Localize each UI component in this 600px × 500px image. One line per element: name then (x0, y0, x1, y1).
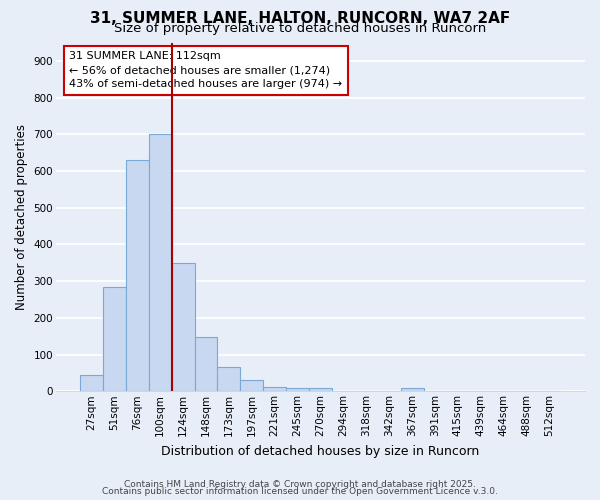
Text: Contains HM Land Registry data © Crown copyright and database right 2025.: Contains HM Land Registry data © Crown c… (124, 480, 476, 489)
Bar (149, 134, 172, 392)
X-axis label: Distribution of detached houses by size in Runcorn: Distribution of detached houses by size … (161, 444, 479, 458)
Bar (172, 263, 194, 392)
Bar (286, 388, 309, 392)
Text: 31, SUMMER LANE, HALTON, RUNCORN, WA7 2AF: 31, SUMMER LANE, HALTON, RUNCORN, WA7 2A… (90, 11, 510, 26)
Y-axis label: Number of detached properties: Number of detached properties (15, 124, 28, 310)
Bar (217, 368, 241, 392)
Text: 31 SUMMER LANE: 112sqm
← 56% of detached houses are smaller (1,274)
43% of semi-: 31 SUMMER LANE: 112sqm ← 56% of detached… (69, 51, 343, 89)
Text: Size of property relative to detached houses in Runcorn: Size of property relative to detached ho… (114, 22, 486, 35)
Bar (103, 288, 126, 392)
Bar (401, 388, 424, 392)
Bar (263, 387, 286, 392)
Bar (194, 337, 217, 392)
Bar (241, 380, 263, 392)
Bar (126, 160, 149, 392)
Text: Contains public sector information licensed under the Open Government Licence v.: Contains public sector information licen… (102, 487, 498, 496)
Bar (80, 374, 103, 392)
Bar (309, 388, 332, 392)
